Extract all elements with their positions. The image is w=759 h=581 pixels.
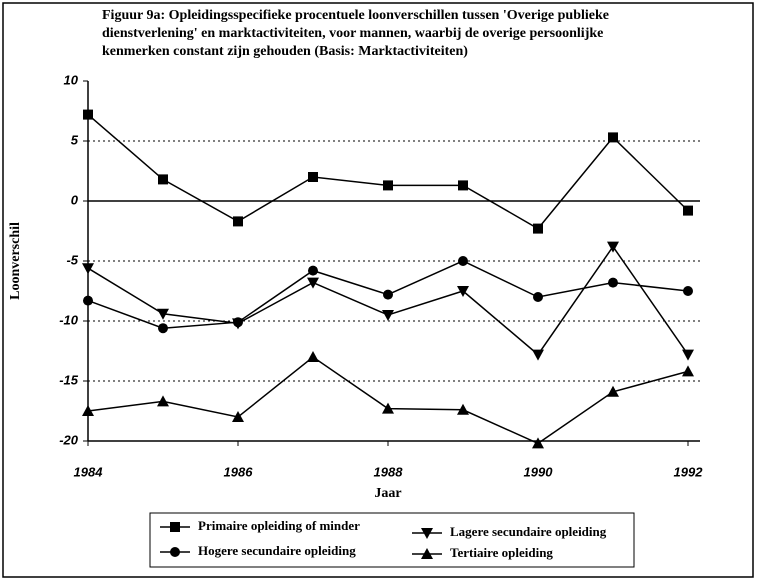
marker [683, 205, 693, 216]
y-axis-label: Loonverschil [8, 222, 23, 300]
x-axis-label: Jaar [374, 486, 401, 501]
marker [382, 402, 394, 414]
marker [82, 405, 94, 416]
chart-title: kenmerken constant zijn gehouden (Basis:… [102, 44, 468, 59]
marker [308, 265, 318, 276]
marker [158, 174, 168, 185]
series-line [87, 245, 689, 356]
y-tick-label: -5 [66, 252, 78, 267]
marker [608, 132, 618, 143]
legend-marker [421, 528, 433, 539]
marker [683, 286, 693, 296]
legend-marker [170, 522, 180, 532]
marker [682, 365, 694, 377]
legend-box [149, 512, 635, 568]
marker [458, 256, 468, 266]
y-tick-label: 10 [64, 72, 79, 87]
marker [83, 295, 93, 306]
legend-marker [421, 548, 433, 559]
x-tick-label: 1992 [674, 464, 704, 479]
marker [533, 223, 543, 234]
marker [533, 292, 543, 302]
marker [457, 286, 469, 297]
marker [158, 323, 168, 334]
marker [307, 351, 319, 362]
legend-marker [170, 547, 180, 557]
x-tick-label: 1990 [524, 464, 554, 479]
marker [82, 263, 94, 275]
legend-label: Hogere secundaire opleiding [198, 543, 356, 558]
marker [157, 308, 169, 320]
chart-title: Figuur 9a: Opleidingsspecifieke procentu… [102, 8, 609, 23]
series-line [87, 356, 689, 445]
marker [457, 403, 469, 415]
legend-label: Primaire opleiding of minder [198, 518, 360, 533]
marker [157, 395, 169, 407]
marker [83, 109, 93, 120]
marker [458, 180, 468, 191]
marker [307, 277, 319, 289]
marker [532, 349, 544, 361]
marker [308, 172, 318, 182]
x-tick-label: 1988 [374, 464, 404, 479]
y-tick-label: 0 [71, 192, 79, 207]
marker [233, 216, 243, 227]
x-tick-label: 1984 [74, 464, 104, 479]
y-tick-label: -15 [59, 372, 79, 387]
marker [682, 349, 694, 361]
marker [607, 385, 619, 397]
marker [383, 289, 393, 300]
chart-title: dienstverlening' en marktactiviteiten, v… [102, 26, 603, 41]
marker [607, 241, 619, 253]
marker [608, 277, 618, 288]
y-tick-label: 5 [71, 132, 79, 147]
marker [233, 317, 243, 328]
legend-label: Tertiaire opleiding [450, 545, 553, 560]
marker [383, 180, 393, 191]
y-tick-label: -20 [59, 432, 79, 447]
marker [382, 310, 394, 321]
y-tick-label: -10 [59, 312, 79, 327]
legend-label: Lagere secundaire opleiding [450, 524, 607, 539]
marker [232, 411, 244, 422]
x-tick-label: 1986 [224, 464, 254, 479]
series-line [87, 114, 689, 230]
marker [532, 437, 544, 449]
